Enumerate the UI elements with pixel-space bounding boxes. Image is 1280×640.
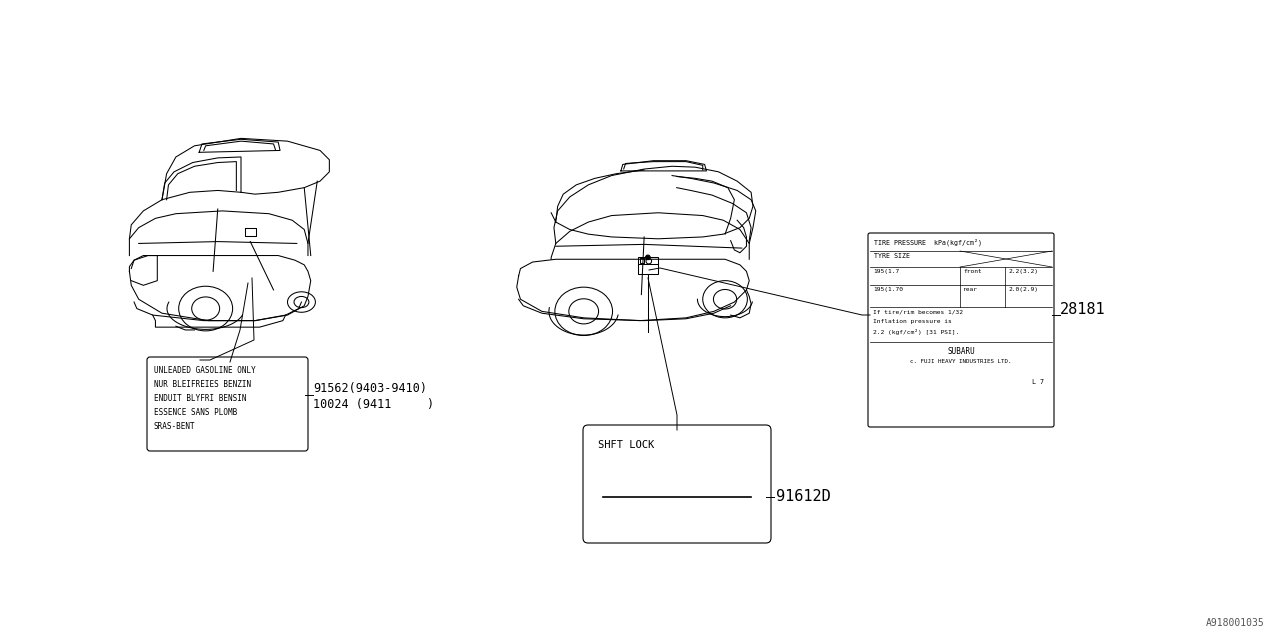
FancyBboxPatch shape: [637, 257, 658, 274]
Text: SRAS-BENT: SRAS-BENT: [154, 422, 196, 431]
Text: 195(1.70: 195(1.70: [873, 287, 902, 292]
Text: UNLEADED GASOLINE ONLY: UNLEADED GASOLINE ONLY: [154, 366, 256, 375]
Text: A918001035: A918001035: [1206, 618, 1265, 628]
Circle shape: [645, 255, 650, 260]
FancyBboxPatch shape: [147, 357, 308, 451]
Text: 28181: 28181: [1060, 303, 1106, 317]
Text: ENDUIT BLYFRI BENSIN: ENDUIT BLYFRI BENSIN: [154, 394, 247, 403]
Text: Inflation pressure is: Inflation pressure is: [873, 319, 952, 324]
Text: If tire/rim becomes 1/32: If tire/rim becomes 1/32: [873, 309, 963, 314]
Text: 2.0(2.9): 2.0(2.9): [1009, 287, 1038, 292]
Text: 2.2(3.2): 2.2(3.2): [1009, 269, 1038, 274]
Text: ESSENCE SANS PLOMB: ESSENCE SANS PLOMB: [154, 408, 237, 417]
Text: TIRE PRESSURE  kPa(kgf/cm²): TIRE PRESSURE kPa(kgf/cm²): [874, 239, 982, 246]
Text: 10024 (9411     ): 10024 (9411 ): [314, 398, 434, 411]
Text: 2.2 (kgf/cm²) [31 PSI].: 2.2 (kgf/cm²) [31 PSI].: [873, 329, 959, 335]
Text: c. FUJI HEAVY INDUSTRIES LTD.: c. FUJI HEAVY INDUSTRIES LTD.: [910, 359, 1011, 364]
Text: SUBARU: SUBARU: [947, 347, 975, 356]
Text: NUR BLEIFREIES BENZIN: NUR BLEIFREIES BENZIN: [154, 380, 251, 389]
Text: 91612D: 91612D: [776, 490, 831, 504]
Text: 195(1.7: 195(1.7: [873, 269, 900, 274]
Text: TYRE SIZE: TYRE SIZE: [874, 253, 910, 259]
Text: SHFT LOCK: SHFT LOCK: [598, 440, 654, 450]
Text: 91562(9403-9410): 91562(9403-9410): [314, 382, 428, 395]
Text: front: front: [963, 269, 982, 274]
FancyBboxPatch shape: [868, 233, 1053, 427]
FancyBboxPatch shape: [582, 425, 771, 543]
Text: rear: rear: [963, 287, 978, 292]
Text: L 7: L 7: [1032, 379, 1044, 385]
Bar: [640, 259, 644, 263]
